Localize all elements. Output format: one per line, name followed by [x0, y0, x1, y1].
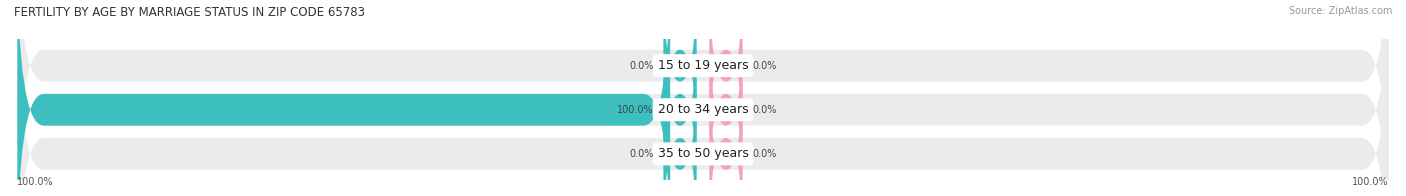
FancyBboxPatch shape — [710, 60, 742, 196]
FancyBboxPatch shape — [17, 0, 671, 196]
Text: 0.0%: 0.0% — [630, 149, 654, 159]
Text: 100.0%: 100.0% — [617, 105, 654, 115]
FancyBboxPatch shape — [710, 15, 742, 196]
FancyBboxPatch shape — [664, 60, 696, 196]
Text: 0.0%: 0.0% — [752, 105, 776, 115]
FancyBboxPatch shape — [710, 0, 742, 160]
Text: 0.0%: 0.0% — [752, 149, 776, 159]
Text: 35 to 50 years: 35 to 50 years — [658, 147, 748, 160]
FancyBboxPatch shape — [17, 0, 1389, 196]
Text: 20 to 34 years: 20 to 34 years — [658, 103, 748, 116]
Text: Source: ZipAtlas.com: Source: ZipAtlas.com — [1288, 6, 1392, 16]
Text: 15 to 19 years: 15 to 19 years — [658, 59, 748, 72]
Text: FERTILITY BY AGE BY MARRIAGE STATUS IN ZIP CODE 65783: FERTILITY BY AGE BY MARRIAGE STATUS IN Z… — [14, 6, 366, 19]
FancyBboxPatch shape — [664, 15, 696, 196]
FancyBboxPatch shape — [664, 0, 696, 160]
FancyBboxPatch shape — [17, 0, 1389, 196]
Text: 100.0%: 100.0% — [17, 177, 53, 187]
Text: 0.0%: 0.0% — [630, 61, 654, 71]
Text: 100.0%: 100.0% — [1353, 177, 1389, 187]
FancyBboxPatch shape — [17, 0, 1389, 196]
Text: 0.0%: 0.0% — [752, 61, 776, 71]
